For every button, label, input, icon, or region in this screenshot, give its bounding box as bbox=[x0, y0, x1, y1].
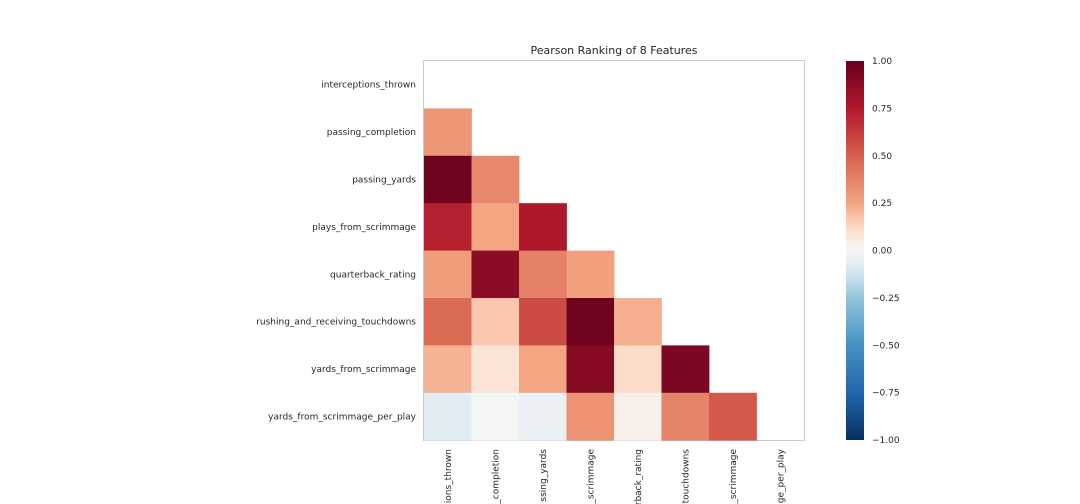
y-axis-labels: interceptions_thrown passing_completionpa… bbox=[256, 81, 416, 423]
heatmap-cell bbox=[471, 298, 520, 346]
heatmap-cell bbox=[566, 298, 615, 346]
heatmap-cell bbox=[614, 392, 662, 441]
colorbar-tick-label: −1.00 bbox=[872, 436, 900, 446]
heatmap-cell bbox=[614, 298, 662, 346]
colorbar: 1.00 0.75 0.50 0.25 0.00 −0.25 −0.50 −0.75 −1.00 bbox=[846, 57, 900, 446]
heatmap-cell bbox=[471, 345, 520, 394]
x-tick-label: _scrimmage bbox=[729, 449, 739, 504]
heatmap-cell bbox=[471, 203, 520, 251]
heatmap-cell bbox=[471, 155, 520, 204]
y-tick-label: plays_from_scrimmage bbox=[312, 223, 416, 233]
heatmap-cell bbox=[424, 345, 472, 394]
y-tick-label: passing_completion bbox=[327, 128, 416, 138]
x-tick-label: ions_thrown bbox=[444, 449, 454, 503]
x-tick-label: ssing_yards bbox=[539, 449, 549, 502]
y-tick-label: interceptions_thrown bbox=[321, 81, 416, 91]
heatmap-cell bbox=[471, 250, 520, 299]
x-tick-label: ge_per_play bbox=[776, 448, 786, 503]
heatmap-cell bbox=[566, 392, 615, 441]
y-tick-label: rushing_and_receiving_touchdowns bbox=[256, 318, 416, 328]
y-tick-label: quarterback_rating bbox=[330, 270, 416, 280]
heatmap-cell bbox=[424, 108, 472, 157]
heatmap-cell bbox=[661, 392, 710, 441]
colorbar-tick-label: −0.75 bbox=[872, 389, 900, 399]
heatmap-cell bbox=[519, 203, 567, 251]
heatmap-cell bbox=[709, 392, 757, 441]
heatmap-cell bbox=[424, 250, 472, 299]
colorbar-tick-label: 0.00 bbox=[872, 247, 892, 257]
colorbar-tick-label: 0.50 bbox=[872, 152, 892, 162]
heatmap-cell bbox=[424, 203, 472, 251]
colorbar-tick-label: 0.25 bbox=[872, 199, 892, 209]
heatmap-cell bbox=[614, 345, 662, 394]
colorbar-gradient bbox=[846, 61, 864, 440]
heatmap-cell bbox=[424, 298, 472, 346]
x-tick-label: _completion bbox=[491, 449, 501, 504]
heatmap-cells bbox=[424, 108, 757, 441]
heatmap-cell bbox=[566, 250, 615, 299]
y-tick-label: passing_yards bbox=[352, 176, 416, 186]
x-tick-label: touchdowns bbox=[681, 449, 691, 504]
heatmap-cell bbox=[424, 155, 472, 204]
x-tick-label: rback_rating bbox=[634, 449, 644, 504]
heatmap-cell bbox=[519, 392, 567, 441]
heatmap-cell bbox=[566, 345, 615, 394]
y-tick-label: yards_from_scrimmage bbox=[311, 365, 416, 375]
heatmap-cell bbox=[519, 345, 567, 394]
heatmap-cell bbox=[519, 250, 567, 299]
heatmap-cell bbox=[661, 345, 710, 394]
colorbar-tick-label: 0.75 bbox=[872, 104, 892, 114]
x-axis-labels: ions_thrown _completion ssing_yards _scrimm… bbox=[444, 448, 787, 504]
heatmap-cell bbox=[424, 392, 472, 441]
y-tick-label: yards_from_scrimmage_per_play bbox=[268, 413, 417, 423]
colorbar-tick-label: −0.50 bbox=[872, 341, 900, 351]
x-tick-label: _scrimmage bbox=[586, 449, 596, 504]
heatmap-cell bbox=[519, 298, 567, 346]
colorbar-tick-label: 1.00 bbox=[872, 57, 892, 67]
colorbar-tick-label: −0.25 bbox=[872, 294, 900, 304]
heatmap-cell bbox=[471, 392, 520, 441]
chart-title: Pearson Ranking of 8 Features bbox=[530, 44, 697, 57]
